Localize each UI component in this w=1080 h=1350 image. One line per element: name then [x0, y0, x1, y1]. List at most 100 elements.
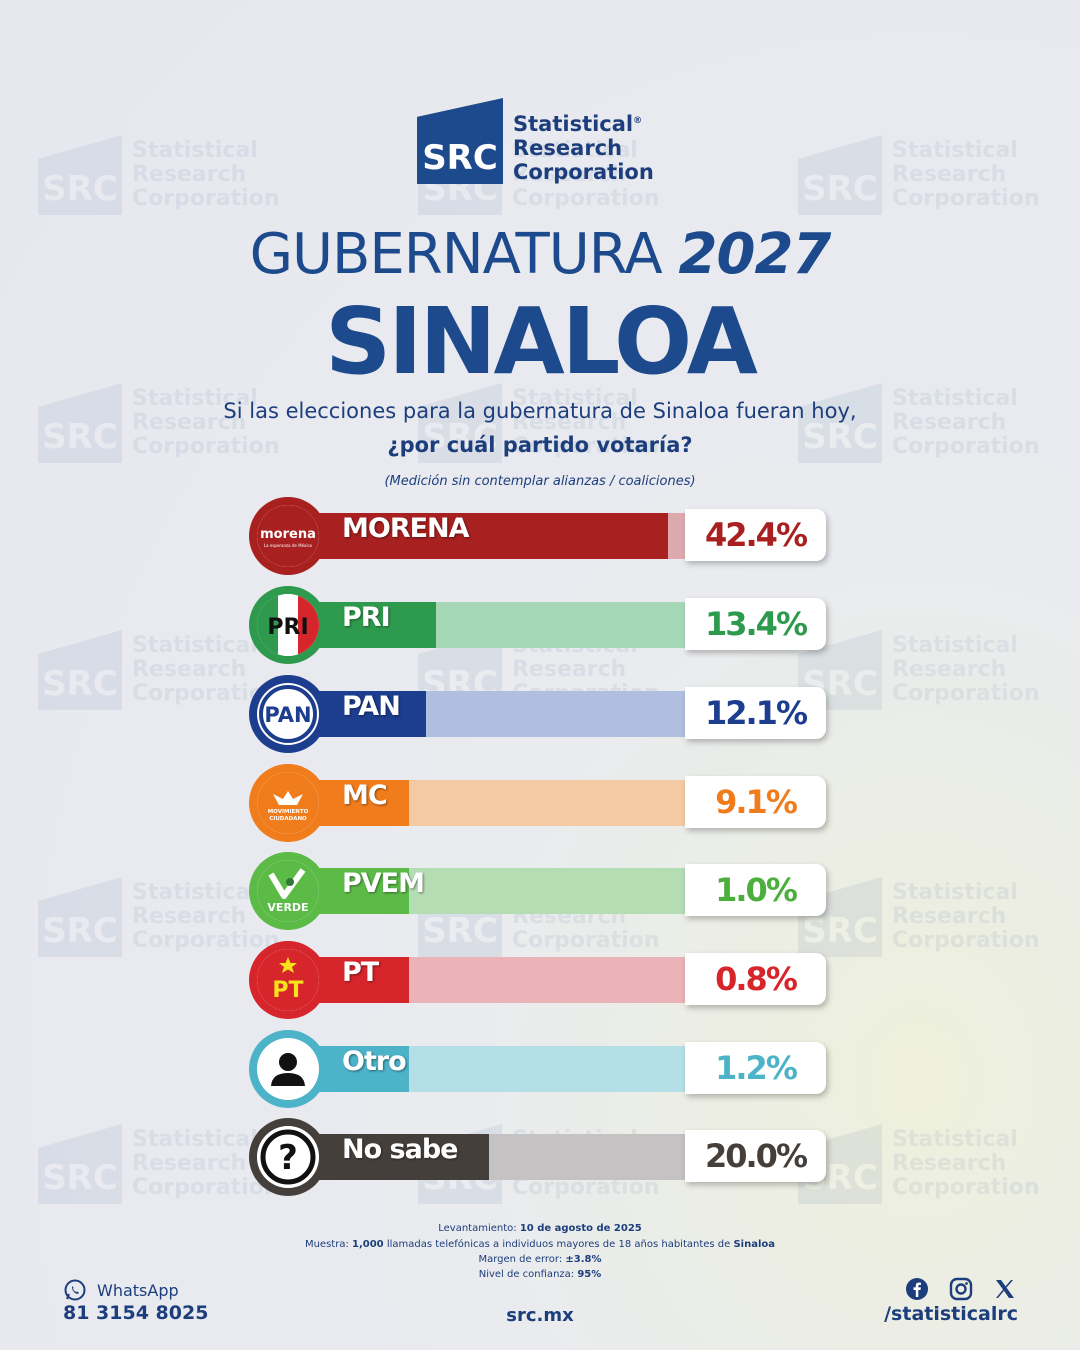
facebook-icon[interactable] [905, 1277, 929, 1301]
pan-logo-icon: PAN [257, 683, 319, 745]
question-mark-icon: ? [257, 1126, 319, 1188]
moe-label: Margen de error: [478, 1254, 563, 1265]
svg-text:PAN: PAN [264, 703, 311, 727]
brand-line2: Research [513, 136, 623, 160]
conf-label: Nivel de confianza: [478, 1269, 575, 1280]
watermark-box: SRC [798, 135, 882, 215]
party-badge: ? [249, 1118, 327, 1196]
title-gubernatura: GUBERNATURA 2027 [0, 222, 1080, 287]
svg-text:morena: morena [260, 527, 316, 542]
bar-label: PVEM [342, 868, 425, 899]
svg-text:PRI: PRI [267, 615, 308, 640]
bar-value-label: 13.4% [685, 598, 826, 650]
chart-row-pan: PAN 12.1% PAN [249, 675, 829, 755]
bar-value-label: 9.1% [685, 776, 826, 828]
survey-label: Levantamiento: [438, 1223, 517, 1234]
brand-line1: Statistical [513, 112, 634, 136]
sample-label: Muestra: [304, 1239, 349, 1250]
party-badge: PRI [249, 586, 327, 664]
party-badge: VERDE [249, 852, 327, 930]
website-link[interactable]: src.mx [506, 1305, 574, 1326]
bar-label: No sabe [342, 1134, 458, 1165]
svg-text:VERDE: VERDE [267, 901, 308, 914]
svg-text:CIUDADANO: CIUDADANO [269, 816, 307, 822]
sample-n: 1,000 [352, 1239, 384, 1250]
bar-label: PRI [342, 602, 391, 633]
person-icon [257, 1038, 319, 1100]
morena-logo-icon: morena La esperanza de México [257, 505, 319, 567]
question-line2: ¿por cuál partido votaría? [387, 433, 693, 457]
sample-text: llamadas telefónicas a individuos mayore… [386, 1239, 731, 1250]
brand-logo-box: SRC [417, 98, 503, 184]
party-badge [249, 1030, 327, 1108]
social-handle[interactable]: /statisticalrc [884, 1303, 1018, 1325]
bar-label: PT [342, 957, 379, 988]
svg-text:?: ? [278, 1138, 298, 1178]
brand-reg: ® [633, 116, 643, 126]
chart-row-otro: Otro 1.2% [249, 1030, 829, 1110]
social-icons [905, 1277, 1017, 1301]
party-badge: PAN [249, 675, 327, 753]
mc-logo-icon: MOVIMIENTO CIUDADANO [257, 772, 319, 834]
bar-label: MC [342, 780, 388, 811]
chart-row-pt: PT 0.8% PT [249, 941, 829, 1021]
bar-value-label: 42.4% [685, 509, 826, 561]
instagram-icon[interactable] [949, 1277, 973, 1301]
chart-row-mc: MC 9.1% MOVIMIENTO CIUDADANO [249, 764, 829, 844]
pvem-logo-icon: VERDE [257, 860, 319, 922]
party-badge: morena La esperanza de México [249, 497, 327, 575]
chart-row-no-sabe: No sabe 20.0%? [249, 1118, 829, 1198]
brand-name: Statistical® Research Corporation [513, 109, 654, 184]
title-line1: GUBERNATURA [249, 222, 663, 287]
whatsapp-contact[interactable]: WhatsApp [63, 1278, 179, 1302]
whatsapp-label: WhatsApp [97, 1280, 179, 1300]
chart-row-morena: MORENA 42.4% morena La esperanza de México [249, 497, 829, 577]
watermark-box: SRC [38, 877, 122, 957]
bar-label: PAN [342, 691, 401, 722]
brand-line3: Corporation [513, 160, 654, 184]
bar-label: Otro [342, 1046, 407, 1077]
bar-value-label: 1.2% [685, 1042, 826, 1094]
survey-date: 10 de agosto de 2025 [519, 1223, 642, 1234]
pt-logo-icon: PT [257, 949, 319, 1011]
whatsapp-number[interactable]: 81 3154 8025 [63, 1302, 209, 1324]
title-year: 2027 [678, 222, 832, 287]
chart-row-pvem: PVEM 1.0% VERDE [249, 852, 829, 932]
question-note: (Medición sin contemplar alianzas / coal… [384, 474, 696, 489]
whatsapp-icon [64, 1279, 86, 1301]
bar-value-label: 12.1% [685, 687, 826, 739]
conf-value: 95% [577, 1269, 602, 1280]
watermark-box: SRC [38, 630, 122, 710]
svg-text:La esperanza de México: La esperanza de México [264, 543, 313, 548]
bar-label: MORENA [342, 513, 470, 544]
chart-row-pri: PRI 13.4% PRI [249, 586, 829, 666]
title-state: SINALOA [325, 288, 758, 395]
pri-logo-icon: PRI [257, 594, 319, 656]
bar-value-label: 1.0% [685, 864, 826, 916]
brand-logo: SRC Statistical® Research Corporation [417, 98, 654, 184]
footer-confidence: Nivel de confianza: 95% [0, 1269, 1080, 1280]
svg-text:MOVIMIENTO: MOVIMIENTO [268, 809, 309, 815]
watermark-box: SRC [38, 1124, 122, 1204]
sample-place: Sinaloa [733, 1239, 776, 1250]
x-icon[interactable] [993, 1277, 1017, 1301]
party-badge: PT [249, 941, 327, 1019]
footer-sample: Muestra: 1,000 llamadas telefónicas a in… [0, 1239, 1080, 1250]
svg-text:PT: PT [272, 978, 303, 1003]
question-line1: Si las elecciones para la gubernatura de… [223, 399, 857, 423]
party-badge: MOVIMIENTO CIUDADANO [249, 764, 327, 842]
bar-value-label: 0.8% [685, 953, 826, 1005]
